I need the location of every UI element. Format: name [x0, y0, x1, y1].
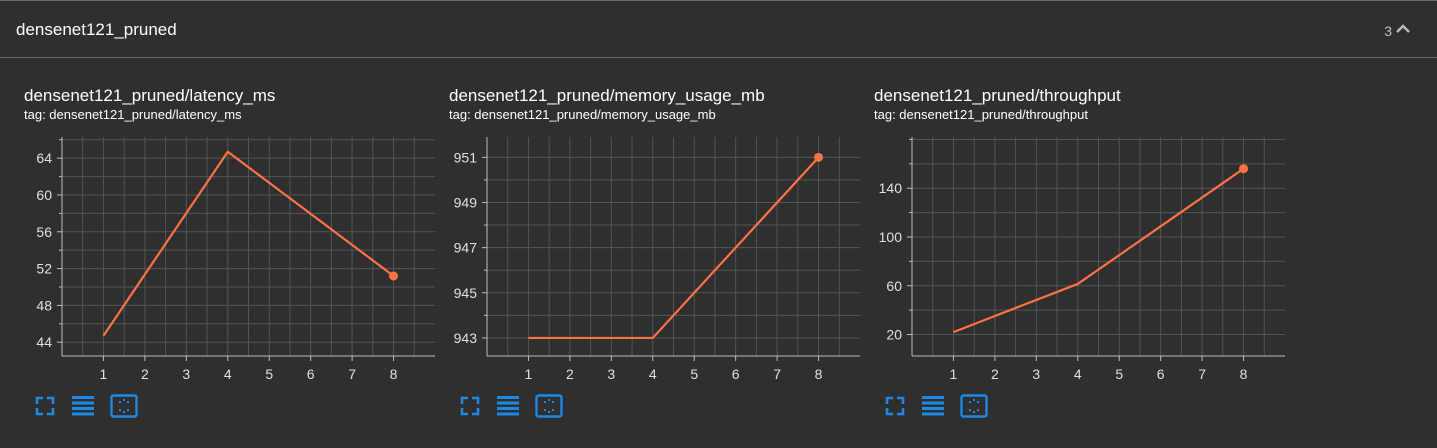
chart-title: densenet121_pruned/memory_usage_mb — [449, 86, 765, 105]
chevron-up-icon[interactable] — [1395, 21, 1411, 37]
fit-domain-icon[interactable] — [535, 394, 563, 418]
series-last-point — [814, 152, 824, 162]
chart-tag: tag: densenet121_pruned/memory_usage_mb — [449, 107, 716, 122]
fullscreen-icon[interactable] — [33, 394, 57, 418]
chart-tag: tag: densenet121_pruned/latency_ms — [24, 107, 242, 122]
y-tick-label: 48 — [36, 297, 52, 313]
y-tick-label: 52 — [36, 261, 52, 277]
x-tick-label: 6 — [307, 366, 315, 382]
y-tick-label: 140 — [879, 180, 903, 196]
series-line — [102, 150, 395, 337]
chart-tag: tag: densenet121_pruned/throughput — [874, 107, 1088, 122]
x-tick-label: 1 — [950, 366, 958, 382]
fullscreen-icon[interactable] — [458, 394, 482, 418]
chart-plot-memory[interactable]: 1 2 3 4 5 6 7 8 943 945 947 949 951 — [425, 58, 865, 388]
x-tick-label: 5 — [265, 366, 273, 382]
group-title: densenet121_pruned — [16, 20, 177, 39]
y-tick-label: 100 — [879, 229, 903, 245]
fit-domain-icon[interactable] — [960, 394, 988, 418]
list-icon[interactable] — [71, 394, 95, 418]
y-tick-label: 44 — [36, 334, 52, 350]
x-tick-label: 5 — [1115, 366, 1123, 382]
x-tick-label: 6 — [1157, 366, 1165, 382]
y-tick-label: 60 — [886, 278, 902, 294]
group-count: 3 — [1384, 23, 1392, 39]
x-tick-label: 1 — [525, 366, 533, 382]
list-icon[interactable] — [921, 394, 945, 418]
list-icon[interactable] — [496, 394, 520, 418]
x-tick-label: 5 — [690, 366, 698, 382]
y-tick-label: 56 — [36, 224, 52, 240]
x-tick-label: 6 — [732, 366, 740, 382]
chart-card-throughput: densenet121_pruned/throughput tag: dense… — [850, 58, 1285, 448]
series-line — [953, 167, 1245, 334]
series-last-point — [1239, 164, 1249, 174]
y-tick-label: 943 — [454, 330, 478, 346]
x-tick-label: 2 — [991, 366, 999, 382]
chart-plot-throughput[interactable]: 1 2 3 4 5 6 7 8 20 60 100 140 — [850, 58, 1290, 388]
y-tick-label: 951 — [454, 149, 478, 165]
x-tick-label: 4 — [649, 366, 657, 382]
chart-title: densenet121_pruned/throughput — [874, 86, 1121, 105]
fullscreen-icon[interactable] — [883, 394, 907, 418]
x-tick-label: 4 — [1074, 366, 1082, 382]
x-tick-label: 3 — [1032, 366, 1040, 382]
x-tick-label: 1 — [100, 366, 108, 382]
x-tick-label: 7 — [1198, 366, 1206, 382]
y-tick-label: 949 — [454, 194, 478, 210]
y-tick-label: 60 — [36, 187, 52, 203]
x-tick-label: 7 — [773, 366, 781, 382]
y-tick-label: 945 — [454, 285, 478, 301]
group-header[interactable]: densenet121_pruned 3 — [0, 0, 1437, 58]
series-last-point — [389, 271, 399, 281]
x-tick-label: 3 — [182, 366, 190, 382]
x-tick-label: 7 — [348, 366, 356, 382]
series-line — [528, 156, 820, 340]
chart-card-latency: densenet121_pruned/latency_ms tag: dense… — [0, 58, 435, 448]
y-tick-label: 64 — [36, 150, 52, 166]
x-tick-label: 8 — [815, 366, 823, 382]
x-tick-label: 8 — [390, 366, 398, 382]
y-tick-label: 947 — [454, 240, 478, 256]
x-tick-label: 2 — [566, 366, 574, 382]
x-tick-label: 4 — [224, 366, 232, 382]
y-tick-label: 20 — [886, 327, 902, 343]
chart-card-memory: densenet121_pruned/memory_usage_mb tag: … — [425, 58, 860, 448]
x-tick-label: 3 — [607, 366, 615, 382]
chart-title: densenet121_pruned/latency_ms — [24, 86, 276, 105]
x-tick-label: 2 — [141, 366, 149, 382]
fit-domain-icon[interactable] — [110, 394, 138, 418]
x-tick-label: 8 — [1240, 366, 1248, 382]
